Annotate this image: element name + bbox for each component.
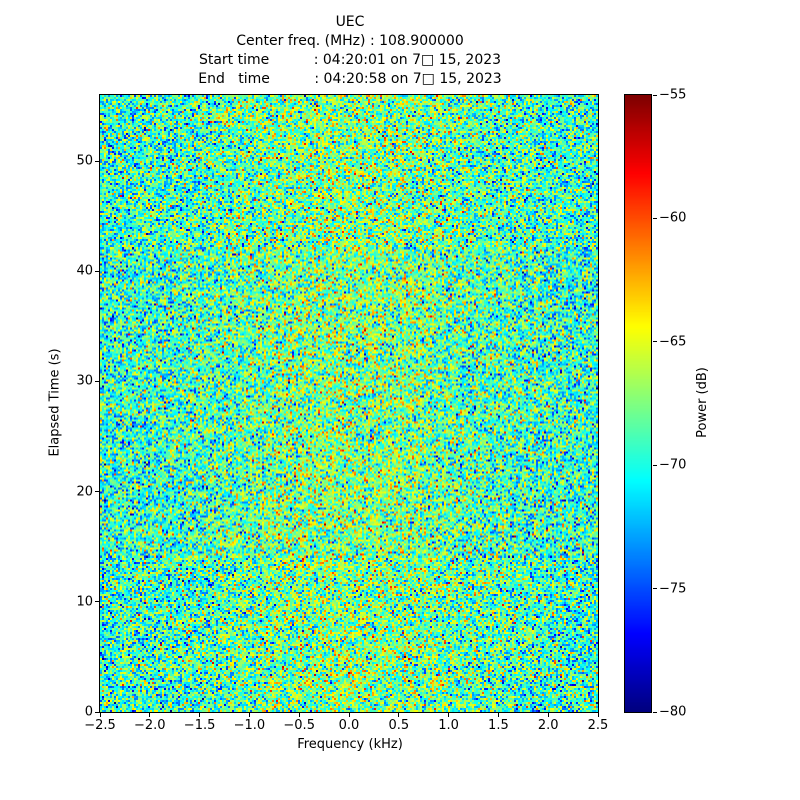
end-time-line: End time : 04:20:58 on 7□ 15, 2023 <box>198 71 502 87</box>
plot-area <box>99 94 599 713</box>
x-tick-label: 2.5 <box>587 718 609 733</box>
colorbar <box>624 94 652 713</box>
x-tick-label: −2.5 <box>84 718 116 733</box>
y-tick-mark <box>95 160 99 162</box>
x-tick-label: 0.0 <box>338 718 360 733</box>
x-tick-mark <box>99 713 101 717</box>
x-axis-label: Frequency (kHz) <box>297 737 403 752</box>
spectrogram-heatmap <box>100 95 598 712</box>
x-tick-label: 1.0 <box>438 718 459 733</box>
x-tick-label: −2.0 <box>134 718 166 733</box>
colorbar-label-text: Power (dB) <box>694 367 710 438</box>
y-tick-mark <box>95 270 99 272</box>
y-tick-label: 40 <box>76 263 93 279</box>
colorbar-tick-mark <box>653 217 657 219</box>
y-axis-label: Elapsed Time (s) <box>45 94 65 711</box>
x-tick-label: −1.0 <box>233 718 266 733</box>
y-tick-mark <box>95 601 99 603</box>
colorbar-tick-mark <box>653 464 657 466</box>
colorbar-tick-label: −60 <box>659 210 687 226</box>
x-tick-mark <box>248 713 250 717</box>
x-tick-mark <box>448 713 450 717</box>
x-tick-mark <box>398 713 400 717</box>
colorbar-tick-label: −75 <box>659 581 687 597</box>
y-tick-label: 10 <box>76 594 93 610</box>
colorbar-gradient <box>625 95 651 712</box>
y-tick-label: 30 <box>76 373 93 389</box>
x-tick-mark <box>348 713 350 717</box>
x-tick-mark <box>199 713 201 717</box>
colorbar-tick-label: −55 <box>659 87 687 103</box>
colorbar-tick-label: −80 <box>659 704 687 720</box>
colorbar-tick-label: −70 <box>659 457 687 473</box>
y-tick-label: 50 <box>76 153 93 169</box>
y-tick-mark <box>95 380 99 382</box>
x-tick-label: 1.5 <box>488 718 509 733</box>
chart-title: UEC <box>335 14 365 30</box>
x-tick-mark <box>547 713 549 717</box>
x-tick-label: 2.0 <box>537 718 559 733</box>
x-tick-mark <box>597 713 599 717</box>
center-freq-line: Center freq. (MHz) : 108.900000 <box>236 33 464 49</box>
x-tick-label: −1.5 <box>183 718 216 733</box>
y-axis-label-text: Elapsed Time (s) <box>47 348 63 457</box>
x-tick-mark <box>149 713 151 717</box>
colorbar-tick-label: −65 <box>659 334 687 350</box>
colorbar-tick-mark <box>653 588 657 590</box>
colorbar-tick-mark <box>653 711 657 713</box>
y-tick-label: 0 <box>84 704 93 720</box>
start-time-line: Start time : 04:20:01 on 7□ 15, 2023 <box>198 52 502 68</box>
chart-header: UEC Center freq. (MHz) : 108.900000 Star… <box>100 13 600 89</box>
colorbar-tick-mark <box>653 94 657 96</box>
x-tick-label: 0.5 <box>388 718 410 733</box>
x-tick-mark <box>497 713 499 717</box>
x-tick-mark <box>298 713 300 717</box>
y-tick-mark <box>95 711 99 713</box>
y-tick-mark <box>95 491 99 493</box>
y-tick-label: 20 <box>76 484 93 500</box>
x-tick-label: −0.5 <box>283 718 315 733</box>
colorbar-tick-mark <box>653 341 657 343</box>
colorbar-label: Power (dB) <box>692 94 712 711</box>
